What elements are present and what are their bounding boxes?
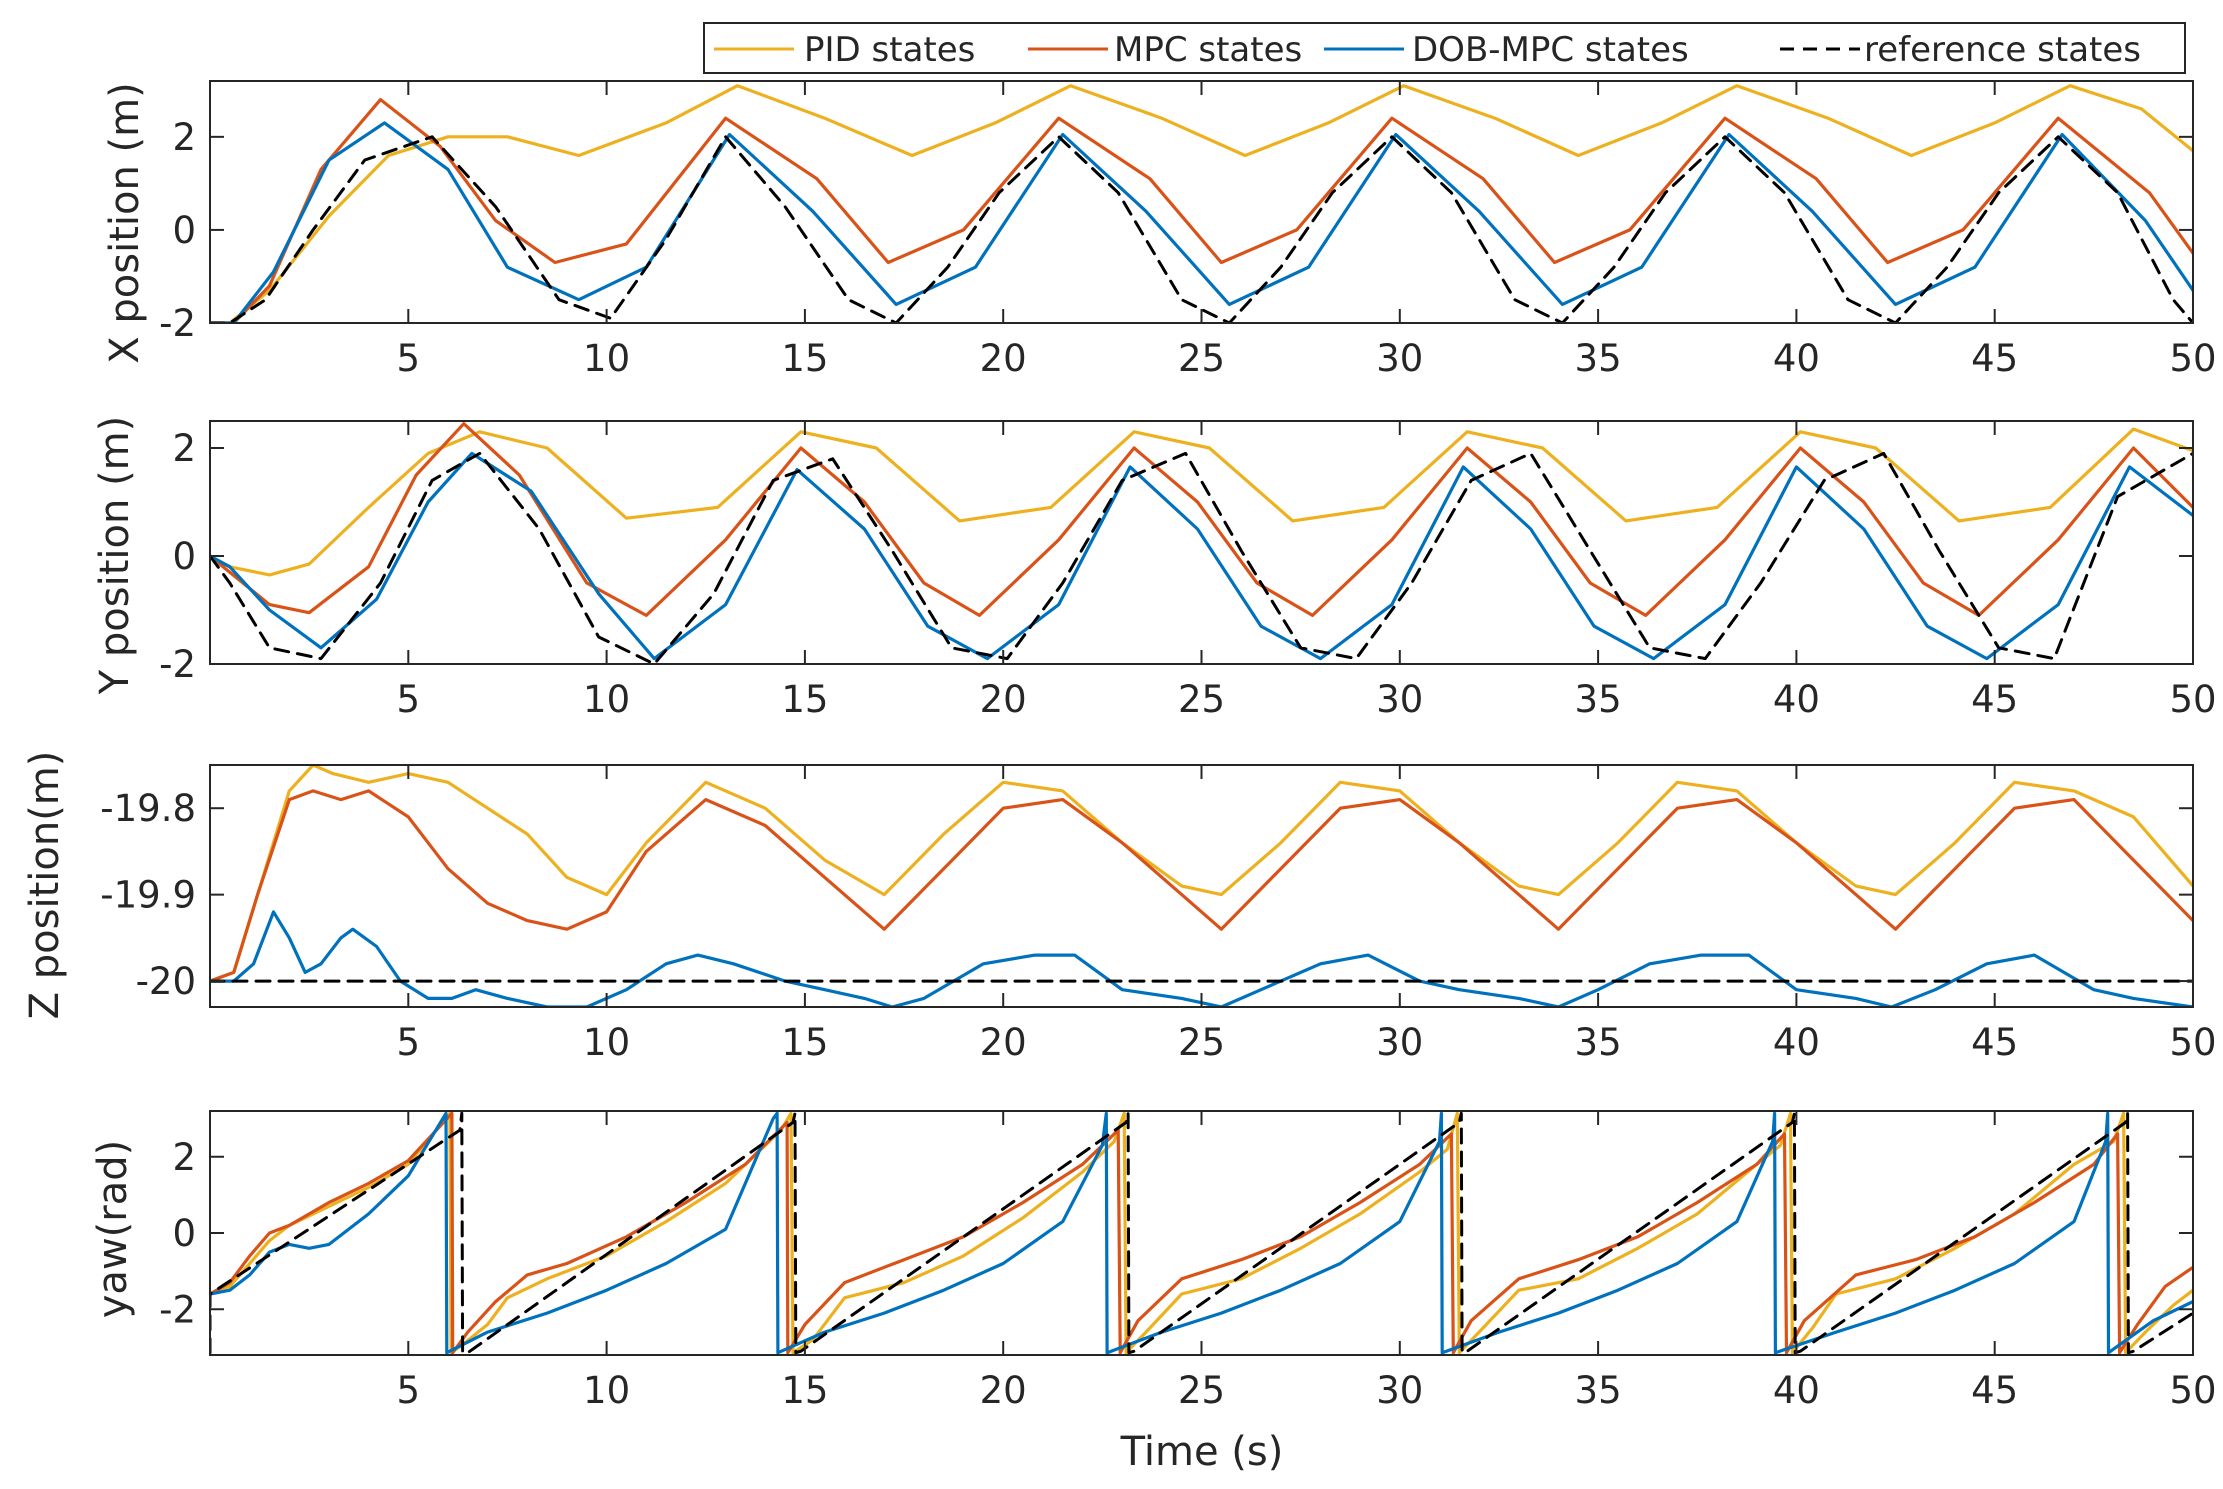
x-tick-label: 45 bbox=[1971, 1021, 2018, 1064]
x-tick-label: 40 bbox=[1773, 1021, 1820, 1064]
x-tick-label: 25 bbox=[1178, 1369, 1225, 1412]
y-tick-label: -2 bbox=[159, 302, 196, 345]
x-tick-label: 25 bbox=[1178, 678, 1225, 721]
x-tick-label: 50 bbox=[2169, 1021, 2216, 1064]
legend-box bbox=[703, 22, 2186, 74]
legend-label-dob: DOB-MPC states bbox=[1412, 30, 1689, 70]
series-line-mpc bbox=[210, 422, 2193, 618]
plot-area bbox=[210, 421, 2193, 664]
y-tick-label: -20 bbox=[136, 960, 196, 1003]
y-tick-label: 2 bbox=[172, 1136, 196, 1179]
y-tick-label: -2 bbox=[159, 1288, 196, 1331]
legend-label-ref: reference states bbox=[1864, 30, 2141, 70]
panel-z-position: Z position(m) 5 10 15 20 25 30 35 40 45 50 -19.8 -1… bbox=[22, 751, 2217, 1064]
series-group bbox=[210, 84, 2193, 323]
x-position-ylabel: X position (m) bbox=[102, 82, 148, 363]
x-tick-label: 15 bbox=[781, 678, 828, 721]
series-line-pid bbox=[210, 427, 2193, 577]
legend: PID states MPC states DOB-MPC states ref… bbox=[703, 22, 2186, 74]
time-xlabel: Time (s) bbox=[1120, 1429, 1284, 1475]
x-tick-label: 15 bbox=[781, 1021, 828, 1064]
x-tick-label: 45 bbox=[1971, 337, 2018, 380]
x-tick-label: 35 bbox=[1575, 337, 1622, 380]
series-line-ref bbox=[210, 451, 2193, 664]
series-group bbox=[210, 422, 2193, 664]
series-line-mpc bbox=[210, 1111, 2193, 1355]
panel-y-position: Y position (m) 5 10 15 20 25 30 35 40 45 50 -2 0 2 bbox=[92, 416, 2217, 721]
x-tick-label: 5 bbox=[397, 337, 421, 380]
x-tick-label: 45 bbox=[1971, 1369, 2018, 1412]
x-tick-label: 20 bbox=[980, 1369, 1027, 1412]
x-tick-label: 25 bbox=[1178, 337, 1225, 380]
x-tick-label: 20 bbox=[980, 337, 1027, 380]
x-tick-label: 40 bbox=[1773, 678, 1820, 721]
x-tick-label: 35 bbox=[1575, 1021, 1622, 1064]
series-line-mpc bbox=[210, 789, 2193, 983]
x-tick-label: 30 bbox=[1376, 678, 1423, 721]
panel-x-position: X position (m) 5 10 15 20 25 30 35 40 45 50 -2 0 2 bbox=[102, 80, 2217, 380]
x-tick-label: 15 bbox=[781, 1369, 828, 1412]
x-tick-label: 25 bbox=[1178, 1021, 1225, 1064]
x-tick-label: 5 bbox=[397, 1369, 421, 1412]
series-line-ref bbox=[210, 1111, 2193, 1355]
x-tick-label: 35 bbox=[1575, 1369, 1622, 1412]
x-tick-label: 50 bbox=[2169, 337, 2216, 380]
x-tick-label: 10 bbox=[583, 1021, 630, 1064]
y-tick-label: 0 bbox=[172, 1212, 196, 1255]
x-tick-label: 20 bbox=[980, 678, 1027, 721]
series-group bbox=[210, 1111, 2193, 1355]
x-tick-label: 50 bbox=[2169, 1369, 2216, 1412]
series-group bbox=[210, 765, 2193, 1007]
x-tick-label: 10 bbox=[583, 1369, 630, 1412]
x-tick-label: 20 bbox=[980, 1021, 1027, 1064]
series-line-dob bbox=[210, 451, 2193, 661]
y-tick-label: -19.8 bbox=[100, 787, 196, 830]
x-tick-label: 30 bbox=[1376, 1021, 1423, 1064]
y-tick-label: 0 bbox=[172, 535, 196, 578]
y-tick-label: 0 bbox=[172, 209, 196, 252]
x-tick-label: 40 bbox=[1773, 337, 1820, 380]
x-tick-label: 30 bbox=[1376, 1369, 1423, 1412]
panel-yaw: yaw(rad) 5 10 15 20 25 30 35 40 45 50 -2 0 2 bbox=[90, 1110, 2217, 1412]
yaw-ylabel: yaw(rad) bbox=[90, 1140, 136, 1318]
y-tick-label: 2 bbox=[172, 116, 196, 159]
y-tick-label: -2 bbox=[159, 643, 196, 686]
series-line-pid bbox=[210, 765, 2193, 983]
plot-area bbox=[210, 81, 2193, 323]
x-tick-label: 15 bbox=[781, 337, 828, 380]
series-line-dob bbox=[210, 1111, 2193, 1355]
legend-label-mpc: MPC states bbox=[1114, 30, 1302, 70]
series-line-ref bbox=[210, 135, 2193, 323]
y-tick-label: -19.9 bbox=[100, 874, 196, 917]
z-position-ylabel: Z position(m) bbox=[22, 751, 68, 1020]
x-tick-label: 35 bbox=[1575, 678, 1622, 721]
series-line-dob bbox=[210, 121, 2193, 323]
x-tick-label: 5 bbox=[397, 678, 421, 721]
x-tick-label: 40 bbox=[1773, 1369, 1820, 1412]
plot-area bbox=[210, 765, 2193, 1007]
x-tick-label: 5 bbox=[397, 1021, 421, 1064]
x-tick-label: 10 bbox=[583, 337, 630, 380]
x-tick-label: 10 bbox=[583, 678, 630, 721]
legend-label-pid: PID states bbox=[804, 30, 975, 70]
x-tick-label: 50 bbox=[2169, 678, 2216, 721]
x-tick-label: 45 bbox=[1971, 678, 2018, 721]
y-tick-label: 2 bbox=[172, 427, 196, 470]
x-tick-label: 30 bbox=[1376, 337, 1423, 380]
y-position-ylabel: Y position (m) bbox=[92, 416, 138, 695]
series-line-mpc bbox=[210, 97, 2193, 323]
